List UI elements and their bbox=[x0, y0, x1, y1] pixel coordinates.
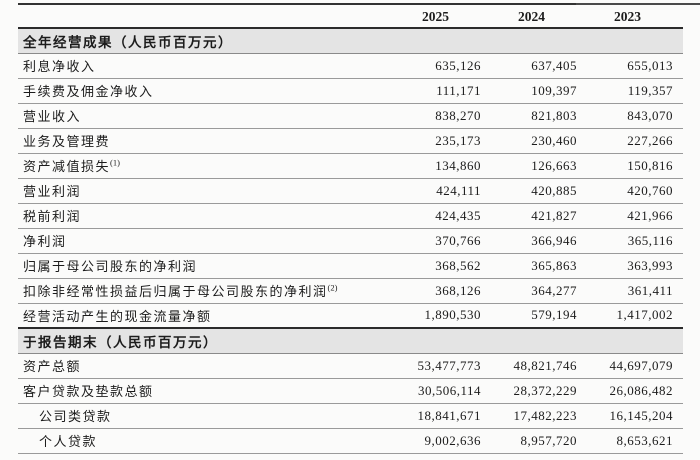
table-row: 营业收入 838,270 821,803 843,070 bbox=[18, 103, 683, 129]
table-row: 利息净收入 635,126 637,405 655,013 bbox=[18, 53, 683, 79]
table-row: 个人贷款 9,002,636 8,957,720 8,653,621 bbox=[18, 428, 683, 454]
row-label: 资产减值损失(1) bbox=[18, 153, 395, 179]
row-label: 业务及管理费 bbox=[18, 128, 395, 154]
row-value-2025: 838,270 bbox=[395, 103, 491, 129]
row-value-2025: 18,841,671 bbox=[395, 403, 491, 429]
table-row: 营业利润 424,111 420,885 420,760 bbox=[18, 178, 683, 204]
row-value-2025: 235,173 bbox=[395, 128, 491, 154]
section-header-label: 于报告期末（人民币百万元） bbox=[18, 327, 683, 354]
row-value-2025: 53,477,773 bbox=[395, 353, 491, 379]
row-value-2023: 363,993 bbox=[587, 253, 683, 279]
section-header-label: 全年经营成果（人民币百万元） bbox=[18, 27, 683, 54]
row-value-2023: 8,653,621 bbox=[587, 428, 683, 454]
row-label: 利息净收入 bbox=[18, 53, 395, 79]
row-label: 手续费及佣金净收入 bbox=[18, 78, 395, 104]
row-value-2024: 821,803 bbox=[491, 103, 587, 129]
row-value-2023: 16,145,204 bbox=[587, 403, 683, 429]
row-value-2025: 635,126 bbox=[395, 53, 491, 79]
row-label: 资产总额 bbox=[18, 353, 395, 379]
table-row: 扣除非经常性损益后归属于母公司股东的净利润(2) 368,126 364,277 36… bbox=[18, 278, 683, 304]
row-value-2024: 109,397 bbox=[491, 78, 587, 104]
table-row: 归属于母公司股东的净利润 368,562 365,863 363,993 bbox=[18, 253, 683, 279]
row-value-2023: 150,816 bbox=[587, 153, 683, 179]
table-row: 经营活动产生的现金流量净额 1,890,530 579,194 1,417,002 bbox=[18, 303, 683, 329]
table-row: 资产总额 53,477,773 48,821,746 44,697,079 bbox=[18, 353, 683, 379]
year-2025-header: 2025 bbox=[395, 4, 491, 29]
row-label: 扣除非经常性损益后归属于母公司股东的净利润(2) bbox=[18, 278, 395, 304]
table-row: 业务及管理费 235,173 230,460 227,266 bbox=[18, 128, 683, 154]
row-value-2023: 420,760 bbox=[587, 178, 683, 204]
row-value-2025: 134,860 bbox=[395, 153, 491, 179]
row-value-2024: 579,194 bbox=[491, 303, 587, 329]
section-header-row: 于报告期末（人民币百万元） bbox=[18, 327, 683, 354]
row-label: 营业利润 bbox=[18, 178, 395, 204]
row-value-2023: 655,013 bbox=[587, 53, 683, 79]
year-2023-header: 2023 bbox=[587, 4, 683, 29]
row-label: 经营活动产生的现金流量净额 bbox=[18, 303, 395, 329]
year-header-row: 2025 2024 2023 bbox=[18, 4, 683, 29]
row-value-2024: 366,946 bbox=[491, 228, 587, 254]
row-value-2023: 44,697,079 bbox=[587, 353, 683, 379]
row-value-2024: 17,482,223 bbox=[491, 403, 587, 429]
row-value-2023: 26,086,482 bbox=[587, 378, 683, 404]
row-label: 净利润 bbox=[18, 228, 395, 254]
table-row: 客户贷款及垫款总额 30,506,114 28,372,229 26,086,482 bbox=[18, 378, 683, 404]
row-label: 个人贷款 bbox=[18, 428, 395, 454]
row-label: 客户贷款及垫款总额 bbox=[18, 378, 395, 404]
row-value-2024: 421,827 bbox=[491, 203, 587, 229]
financial-report-page: { "colors": { "section_band": "#e4e4e4",… bbox=[0, 3, 700, 460]
row-value-2025: 424,111 bbox=[395, 178, 491, 204]
row-value-2025: 111,171 bbox=[395, 78, 491, 104]
footnote-reference: (2) bbox=[327, 282, 338, 293]
table-body: 全年经营成果（人民币百万元） 利息净收入 635,126 637,405 655,013… bbox=[18, 27, 683, 454]
table-row: 手续费及佣金净收入 111,171 109,397 119,357 bbox=[18, 78, 683, 104]
table-row: 资产减值损失(1) 134,860 126,663 150,816 bbox=[18, 153, 683, 179]
row-value-2023: 361,411 bbox=[587, 278, 683, 304]
row-label: 公司类贷款 bbox=[18, 403, 395, 429]
row-value-2023: 227,266 bbox=[587, 128, 683, 154]
row-value-2025: 424,435 bbox=[395, 203, 491, 229]
row-value-2024: 126,663 bbox=[491, 153, 587, 179]
row-value-2023: 119,357 bbox=[587, 78, 683, 104]
financial-summary-table: 2025 2024 2023 全年经营成果（人民币百万元） 利息净收入 635,12… bbox=[18, 3, 683, 454]
row-value-2024: 420,885 bbox=[491, 178, 587, 204]
scan-edge-artifact bbox=[576, 3, 700, 5]
row-value-2024: 48,821,746 bbox=[491, 353, 587, 379]
table-row: 税前利润 424,435 421,827 421,966 bbox=[18, 203, 683, 229]
row-value-2024: 364,277 bbox=[491, 278, 587, 304]
row-value-2025: 30,506,114 bbox=[395, 378, 491, 404]
row-value-2024: 8,957,720 bbox=[491, 428, 587, 454]
row-value-2025: 1,890,530 bbox=[395, 303, 491, 329]
table-row: 公司类贷款 18,841,671 17,482,223 16,145,204 bbox=[18, 403, 683, 429]
footnote-reference: (1) bbox=[110, 157, 120, 168]
row-value-2024: 637,405 bbox=[491, 53, 587, 79]
row-value-2025: 368,562 bbox=[395, 253, 491, 279]
row-value-2025: 370,766 bbox=[395, 228, 491, 254]
section-header-row: 全年经营成果（人民币百万元） bbox=[18, 27, 683, 54]
row-label-header bbox=[18, 4, 395, 29]
row-value-2023: 843,070 bbox=[587, 103, 683, 129]
table-row: 净利润 370,766 366,946 365,116 bbox=[18, 228, 683, 254]
row-value-2023: 365,116 bbox=[587, 228, 683, 254]
row-value-2025: 368,126 bbox=[395, 278, 491, 304]
row-value-2025: 9,002,636 bbox=[395, 428, 491, 454]
row-value-2023: 421,966 bbox=[587, 203, 683, 229]
row-value-2023: 1,417,002 bbox=[587, 303, 683, 329]
year-2024-header: 2024 bbox=[491, 4, 587, 29]
row-label: 归属于母公司股东的净利润 bbox=[18, 253, 395, 279]
row-value-2024: 230,460 bbox=[491, 128, 587, 154]
row-value-2024: 28,372,229 bbox=[491, 378, 587, 404]
row-label: 税前利润 bbox=[18, 203, 395, 229]
row-value-2024: 365,863 bbox=[491, 253, 587, 279]
row-label: 营业收入 bbox=[18, 103, 395, 129]
